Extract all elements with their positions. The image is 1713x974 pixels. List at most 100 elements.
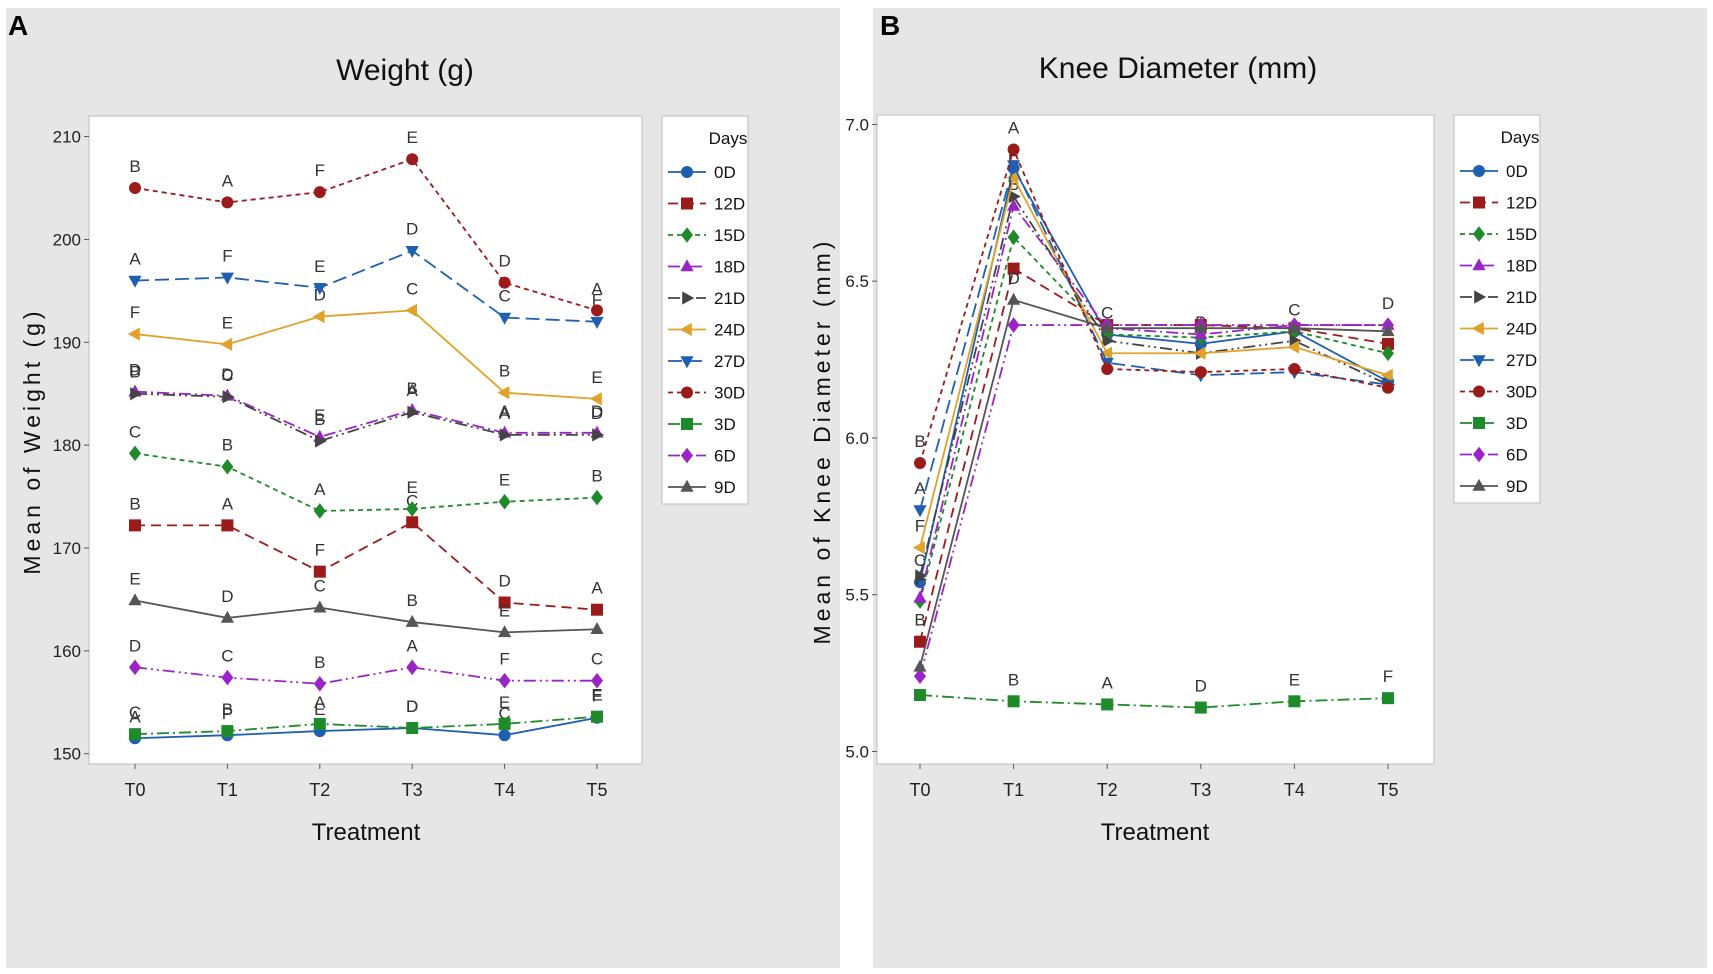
data-point: [313, 717, 326, 730]
series-line: [919, 194, 1389, 577]
panel-a-letter: A: [8, 10, 29, 41]
legend-marker: [681, 418, 693, 430]
series-line: [134, 599, 598, 634]
data-label: F: [499, 650, 509, 669]
legend-marker: [1473, 196, 1485, 209]
legend-marker: [1472, 478, 1486, 491]
legend-label: 21D: [1506, 288, 1537, 307]
legend-marker: [1473, 417, 1485, 429]
data-point: [313, 282, 327, 295]
data-point: [1382, 692, 1394, 705]
plot-area: [876, 114, 1435, 765]
data-point: [129, 659, 141, 676]
data-label: E: [591, 686, 602, 705]
data-point: [220, 337, 233, 351]
data-point: [1382, 381, 1394, 394]
legend: Days 0D 12D 15D 18D 21D 24D 27D 30D 3D 6D 9D: [661, 115, 749, 505]
legend-label: 0D: [714, 163, 736, 182]
data-label: C: [314, 577, 326, 596]
data-label: D: [406, 697, 418, 716]
data-label: A: [407, 636, 419, 655]
series-line: [919, 146, 1389, 464]
series-24D: FE: [912, 147, 1393, 555]
legend-label: 18D: [1506, 257, 1537, 276]
data-point: [129, 445, 141, 462]
legend-label: 15D: [1506, 225, 1537, 244]
data-label: F: [1383, 667, 1393, 686]
x-tick-label: T2: [1097, 780, 1118, 800]
x-tick-label: T2: [309, 780, 330, 800]
data-point: [405, 614, 419, 627]
data-point: [913, 505, 927, 518]
data-label: A: [222, 171, 234, 190]
data-point: [498, 276, 511, 289]
x-tick-label: T5: [586, 780, 607, 800]
data-point: [498, 493, 511, 510]
data-point: [590, 316, 604, 329]
data-point: [221, 458, 234, 475]
series-line: [919, 203, 1388, 599]
data-point: [913, 590, 927, 603]
data-point: [914, 689, 926, 702]
data-point: [1006, 171, 1019, 185]
legend-marker: [681, 386, 693, 399]
data-point: [1382, 337, 1394, 350]
legend-label: 0D: [1506, 162, 1528, 181]
data-point: [222, 390, 235, 404]
data-point: [915, 569, 928, 583]
x-tick-label: T4: [494, 780, 515, 800]
x-tick-label: T0: [124, 780, 145, 800]
x-axis-label: Treatment: [312, 819, 421, 846]
data-point: [127, 327, 140, 341]
x-tick-label: T3: [1190, 780, 1211, 800]
data-point: [407, 405, 420, 419]
data-point: [1287, 340, 1300, 354]
data-label: E: [314, 406, 325, 425]
y-tick-label: 6.0: [845, 429, 869, 448]
legend-label: 24D: [714, 321, 745, 340]
data-point: [1007, 262, 1020, 275]
data-label: A: [914, 479, 926, 498]
data-label: C: [498, 287, 510, 306]
data-point: [498, 729, 511, 742]
data-point: [406, 516, 419, 529]
data-label: E: [314, 700, 325, 719]
data-label: D: [221, 365, 233, 384]
series-line: [919, 298, 1389, 668]
data-point: [1194, 701, 1207, 714]
data-point: [221, 196, 234, 209]
legend-marker: [681, 227, 693, 243]
data-label: D: [221, 587, 233, 606]
legend-label: 15D: [714, 226, 745, 245]
data-point: [498, 596, 511, 609]
series-line: [135, 521, 598, 611]
legend-marker: [682, 291, 695, 305]
data-label: A: [314, 693, 326, 712]
data-label: F: [592, 291, 602, 310]
data-label: B: [499, 362, 510, 381]
panel-b-letter: B: [880, 10, 901, 41]
data-label: D: [591, 404, 603, 423]
legend-label: 30D: [1506, 383, 1537, 402]
data-label: C: [1101, 303, 1113, 322]
data-label: A: [1102, 673, 1114, 692]
data-label: B: [1008, 670, 1019, 689]
legend-box: [661, 115, 749, 505]
series-3D: C B A D E E: [129, 686, 603, 741]
data-label: E: [1289, 670, 1300, 689]
data-label: B: [407, 591, 418, 610]
data-point: [129, 182, 141, 194]
data-label: C: [1288, 300, 1300, 319]
legend-marker: [681, 166, 693, 178]
data-label: D: [591, 402, 603, 421]
data-point: [128, 593, 142, 606]
data-point: [313, 565, 326, 578]
legend-label: 27D: [714, 352, 745, 371]
data-label: C: [591, 650, 603, 669]
x-tick-label: T1: [217, 780, 238, 800]
series-9D: D: [913, 269, 1395, 672]
legend-marker: [1471, 321, 1484, 336]
data-label: B: [222, 436, 233, 455]
